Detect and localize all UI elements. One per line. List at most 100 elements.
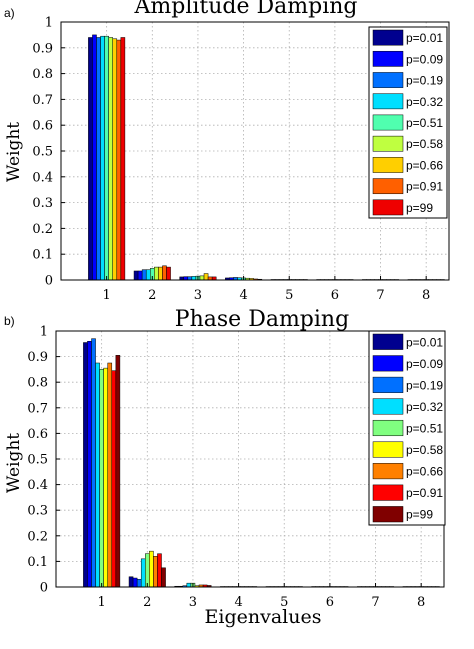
chart-title: Amplitude Damping: [134, 0, 358, 19]
bar: [136, 579, 142, 588]
bar: [96, 37, 101, 281]
chart-title: Phase Damping: [175, 307, 349, 332]
bar: [88, 37, 93, 281]
bar: [83, 342, 88, 588]
y-tick-label: 1: [45, 16, 53, 31]
legend-swatch: [372, 135, 404, 152]
legend-label: p=0.66: [406, 158, 443, 172]
x-tick-label: 5: [280, 595, 288, 610]
bar: [154, 266, 159, 281]
bar: [199, 275, 205, 281]
bar: [140, 558, 146, 588]
legend-swatch: [372, 463, 404, 480]
x-tick-label: 2: [143, 595, 151, 610]
legend-swatch: [372, 333, 404, 350]
panel-phase-damping: b) Phase Damping Weight Eigenvalues 0 0.1…: [4, 307, 446, 628]
legend-swatch: [372, 93, 404, 110]
x-tick-label: 6: [331, 288, 339, 303]
bar: [92, 34, 97, 281]
bar: [87, 340, 92, 588]
x-axis-label: Eigenvalues: [205, 606, 322, 628]
x-tick-label: 4: [239, 288, 247, 303]
legend-swatch: [372, 199, 404, 216]
legend-swatch: [372, 398, 404, 415]
x-tick-label: 6: [326, 595, 334, 610]
y-tick-label: 0.7: [27, 401, 48, 416]
panel-label: a): [4, 6, 15, 20]
y-tick-label: 0.7: [32, 93, 53, 108]
y-tick-label: 0.6: [27, 427, 48, 442]
bar: [187, 276, 193, 281]
bar: [203, 273, 209, 281]
bar: [137, 270, 143, 281]
bar: [145, 269, 151, 281]
bar: [111, 370, 117, 588]
y-tick-label: 0.4: [32, 170, 53, 185]
y-tick-label: 0.5: [32, 145, 53, 160]
bars: [88, 34, 445, 281]
bar: [91, 338, 96, 588]
x-tick-label: 3: [194, 288, 202, 303]
legend-label: p=0.51: [406, 422, 443, 436]
y-tick-label: 0: [40, 581, 48, 596]
x-tick-label: 5: [285, 288, 293, 303]
legend-label: p=99: [406, 508, 433, 522]
bar: [158, 266, 163, 281]
legend: p=0.01 p=0.09 p=0.19 p=0.32 p=0.51 p=0.58 p=0.…: [368, 26, 448, 219]
bar: [100, 35, 105, 281]
legend-swatch: [372, 157, 404, 173]
y-tick-label: 0.2: [27, 529, 48, 544]
legend-label: p=0.58: [406, 443, 443, 457]
legend-label: p=0.01: [406, 335, 443, 349]
panel-label: b): [4, 314, 15, 328]
y-tick-label: 1: [40, 325, 48, 340]
bar: [104, 35, 109, 281]
x-tick-label: 1: [103, 288, 111, 303]
x-tick-label: 8: [422, 288, 430, 303]
bar: [116, 39, 122, 281]
bar: [183, 276, 189, 281]
panel-amplitude-damping: a) Amplitude Damping Weight 0 0.1 0.2 0.3 0.…: [4, 0, 450, 304]
legend-label: p=0.66: [406, 465, 443, 479]
bar: [120, 37, 126, 281]
bar: [128, 576, 134, 588]
y-tick-label: 0.5: [27, 453, 48, 468]
y-tick-label: 0.9: [27, 350, 48, 365]
legend-label: p=0.09: [406, 52, 443, 66]
y-tick-label: 0: [45, 274, 53, 289]
x-tick-label: 7: [376, 288, 384, 303]
ticks: 0 0.1 0.2 0.3 0.4 0.5 0.6 0.7 0.8 0.9 1 1 2 3 4 5 6 7 8: [27, 325, 425, 611]
bar: [149, 550, 154, 588]
y-axis-label: Weight: [4, 122, 24, 182]
bar: [103, 367, 108, 588]
legend-label: p=0.09: [406, 357, 443, 371]
x-tick-label: 7: [371, 595, 379, 610]
legend-label: p=0.91: [406, 180, 443, 194]
legend: p=0.01 p=0.09 p=0.19 p=0.32 p=0.51 p=0.58 p=0.…: [368, 330, 446, 526]
legend-swatch: [372, 355, 404, 372]
bar: [99, 369, 104, 588]
bar: [166, 266, 171, 281]
legend-swatch: [372, 178, 404, 195]
bar: [145, 553, 150, 588]
bar: [153, 556, 158, 588]
legend-label: p=0.01: [406, 31, 443, 45]
legend-swatch: [372, 506, 404, 523]
legend-label: p=0.19: [406, 378, 443, 392]
legend-label: p=0.91: [406, 486, 443, 500]
bar: [162, 265, 167, 281]
bar: [112, 38, 118, 281]
y-axis-label: Weight: [4, 433, 24, 493]
x-tick-label: 2: [148, 288, 156, 303]
ticks: 0 0.1 0.2 0.3 0.4 0.5 0.6 0.7 0.8 0.9 1 1 2 3 4 5 6 7 8: [32, 16, 430, 304]
bar: [133, 270, 139, 281]
y-tick-label: 0.1: [32, 248, 53, 263]
y-tick-label: 0.6: [32, 119, 53, 134]
x-tick-label: 3: [189, 595, 197, 610]
y-tick-label: 0.9: [32, 41, 53, 56]
y-tick-label: 0.4: [27, 478, 48, 493]
legend-label: p=0.51: [406, 116, 443, 130]
x-tick-label: 8: [417, 595, 425, 610]
x-tick-label: 1: [98, 595, 106, 610]
